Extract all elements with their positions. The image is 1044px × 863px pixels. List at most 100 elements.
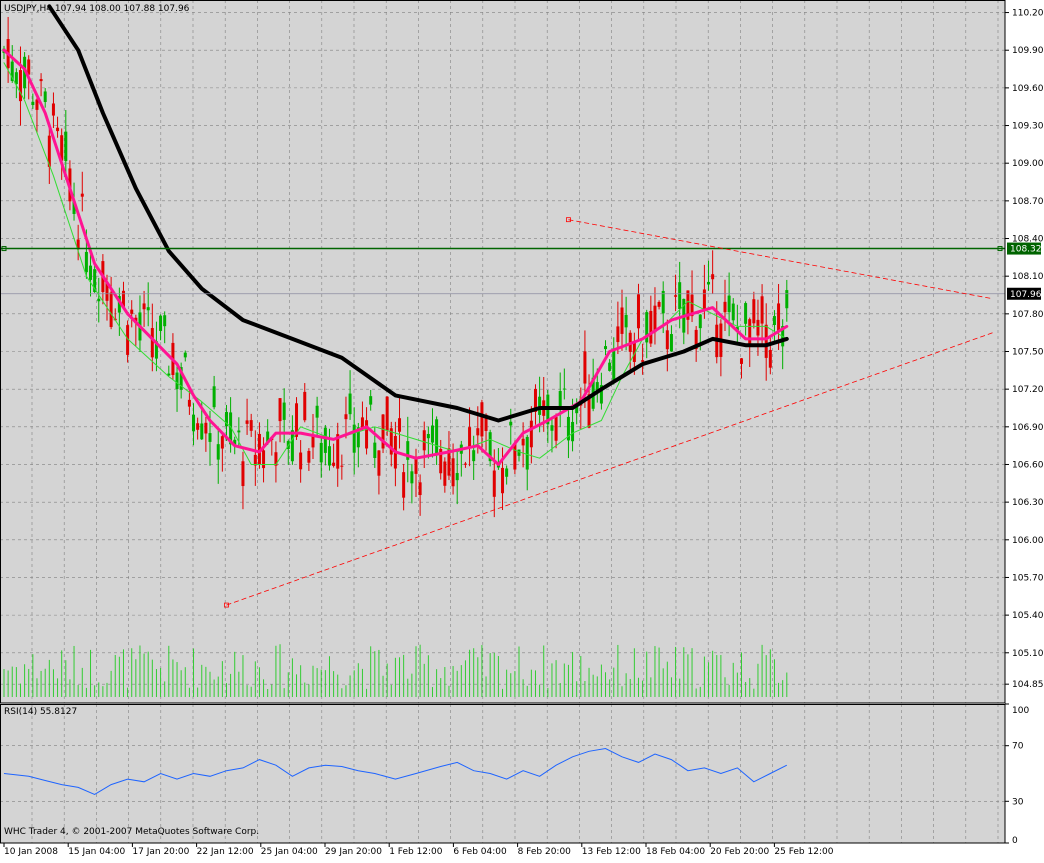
price-tick-label: 109.30 bbox=[1012, 122, 1044, 132]
rsi-tick-label: 70 bbox=[1012, 742, 1024, 752]
candle-body bbox=[414, 456, 418, 474]
price-tick-label: 108.70 bbox=[1012, 197, 1044, 207]
time-tick-label: 29 Jan 20:00 bbox=[325, 847, 382, 857]
price-tick-label: 110.20 bbox=[1012, 9, 1044, 19]
candle-body bbox=[595, 382, 599, 391]
candle-body bbox=[315, 405, 319, 418]
candle-body bbox=[669, 334, 673, 352]
candle-body bbox=[422, 430, 426, 451]
candle-body bbox=[245, 420, 249, 424]
candle-body bbox=[142, 303, 146, 310]
candle-body bbox=[76, 239, 80, 250]
candle-body bbox=[398, 418, 402, 432]
candle-body bbox=[702, 289, 706, 310]
candle-body bbox=[604, 346, 608, 350]
candle-body bbox=[47, 135, 51, 167]
price-lines: 108.32 107.96 bbox=[0, 242, 1042, 300]
candle-body bbox=[690, 294, 694, 317]
candle-body bbox=[295, 403, 299, 437]
candle-body bbox=[253, 454, 257, 466]
candle-body bbox=[64, 131, 68, 162]
candle-body bbox=[385, 396, 389, 431]
rsi-panel-background bbox=[0, 704, 1005, 843]
time-tick-label: 22 Jan 12:00 bbox=[197, 847, 254, 857]
candle-body bbox=[476, 428, 480, 436]
ohlc-values: 107.94 108.00 107.88 107.96 bbox=[54, 4, 190, 14]
candle-body bbox=[241, 461, 245, 487]
candle-body bbox=[299, 452, 303, 470]
candle-body bbox=[109, 292, 113, 328]
candle-body bbox=[513, 443, 517, 470]
frames bbox=[0, 0, 1006, 844]
time-tick-label: 15 Jan 04:00 bbox=[68, 847, 125, 857]
chart-header: USDJPY,H4 107.94 108.00 107.88 107.96 bbox=[4, 4, 189, 14]
candle-body bbox=[410, 471, 414, 484]
rsi-label: RSI(14) 55.8127 bbox=[4, 707, 78, 717]
candle-body bbox=[727, 295, 731, 313]
candle-body bbox=[587, 394, 591, 428]
price-tick-label: 104.85 bbox=[1012, 680, 1044, 690]
candle-body bbox=[463, 463, 467, 465]
candle-body bbox=[764, 324, 768, 358]
candle-body bbox=[620, 307, 624, 334]
candle-body bbox=[641, 360, 645, 362]
candle-body bbox=[10, 61, 14, 81]
candle-body bbox=[455, 473, 459, 481]
candle-body bbox=[488, 432, 492, 462]
candle-body bbox=[657, 301, 661, 307]
time-tick-label: 13 Feb 12:00 bbox=[582, 847, 641, 857]
candle-body bbox=[121, 290, 125, 307]
rsi-tick-label: 0 bbox=[1012, 836, 1018, 846]
candle-body bbox=[105, 282, 109, 301]
rsi-header: RSI(14) 55.8127 bbox=[4, 707, 77, 717]
candle-body bbox=[686, 290, 690, 320]
candle-body bbox=[336, 434, 340, 469]
candle-body bbox=[89, 265, 93, 280]
candle-body bbox=[93, 269, 97, 292]
candle-body bbox=[451, 458, 455, 487]
moving-averages bbox=[2, 4, 789, 466]
candle-body bbox=[418, 482, 422, 496]
candle-body bbox=[175, 372, 179, 390]
copyright-text: WHC Trader 4, © 2001-2007 MetaQuotes Sof… bbox=[4, 827, 259, 837]
candle-body bbox=[60, 135, 64, 161]
candle-body bbox=[332, 462, 336, 466]
candle-body bbox=[18, 70, 22, 102]
time-tick-label: 25 Jan 04:00 bbox=[261, 847, 318, 857]
candle-body bbox=[224, 411, 228, 427]
candle-body bbox=[435, 419, 439, 454]
level-price-tag-label: 108.32 bbox=[1010, 245, 1042, 255]
candle-body bbox=[126, 325, 130, 355]
candle-body bbox=[426, 433, 430, 439]
candle-body bbox=[550, 425, 554, 431]
candle-body bbox=[348, 393, 352, 415]
candle-body bbox=[274, 452, 278, 466]
candle-body bbox=[406, 441, 410, 460]
time-tick-label: 8 Feb 20:00 bbox=[518, 847, 572, 857]
candle-body bbox=[402, 472, 406, 498]
volume-histogram bbox=[3, 644, 788, 697]
candle-body bbox=[39, 79, 43, 82]
candle-body bbox=[744, 303, 748, 324]
candle-body bbox=[777, 303, 781, 331]
rsi-panel-frame bbox=[0, 704, 1006, 844]
candle-body bbox=[674, 295, 678, 297]
candle-body bbox=[208, 433, 212, 442]
price-axis: 110.20 109.90 109.60 109.30 109.00 108.70 108.… bbox=[1005, 9, 1044, 690]
candle-body bbox=[480, 402, 484, 437]
rsi-line bbox=[3, 747, 788, 795]
time-tick-label: 25 Feb 12:00 bbox=[774, 847, 833, 857]
candle-body bbox=[723, 301, 727, 313]
candle-body bbox=[282, 402, 286, 420]
candle-body bbox=[562, 388, 566, 390]
ma-slow-line bbox=[47, 4, 789, 423]
candle-body bbox=[97, 298, 101, 302]
candle-body bbox=[468, 427, 472, 449]
rsi-tick-label: 100 bbox=[1012, 706, 1029, 716]
candle-body bbox=[323, 427, 327, 453]
level-price-tag bbox=[1007, 242, 1041, 255]
candle-body bbox=[505, 468, 509, 477]
trendline-lower-anchor bbox=[224, 602, 229, 608]
